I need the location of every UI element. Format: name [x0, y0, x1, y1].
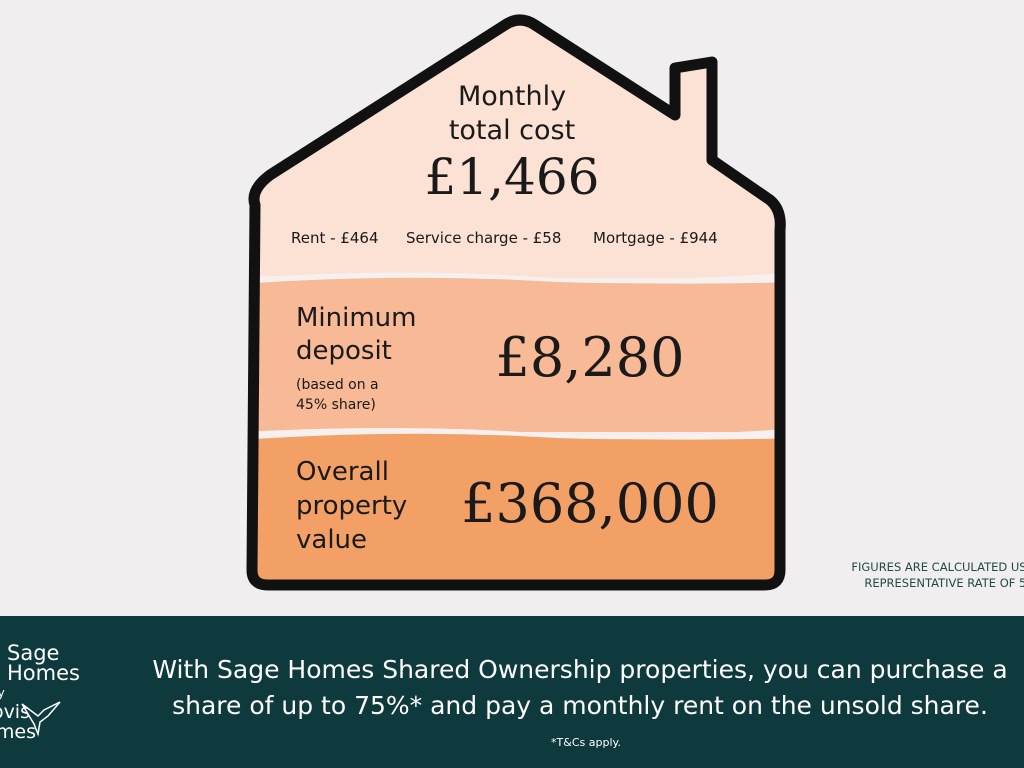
service-charge-amount: Service charge - £58: [406, 229, 562, 247]
monthly-amount: £1,466: [424, 148, 600, 206]
value-title-line1: Overall: [296, 457, 389, 487]
house-outline: [246, 14, 786, 591]
value-title-line2: property: [296, 491, 408, 521]
deposit-note-line1: (based on a: [296, 377, 379, 393]
value-title: Overall property value: [296, 455, 407, 557]
message-line1: With Sage Homes Shared Ownership propert…: [152, 655, 1008, 684]
house-illustration: [246, 14, 786, 591]
shared-ownership-message: With Sage Homes Shared Ownership propert…: [130, 652, 1024, 724]
deposit-amount: £8,280: [495, 326, 685, 389]
tcs-note: *T&Cs apply.: [551, 736, 621, 749]
mortgage-amount: Mortgage - £944: [593, 229, 718, 247]
message-line2: share of up to 75%* and pay a monthly re…: [172, 691, 988, 720]
rent-amount: Rent - £464: [291, 229, 379, 247]
deposit-note-line2: 45% share): [296, 397, 376, 413]
property-value-amount: £368,000: [461, 472, 719, 535]
deposit-title-line1: Minimum: [296, 303, 417, 333]
hummingbird-icon: [21, 701, 61, 737]
sage-homes-logo: Sage Homes: [7, 641, 80, 685]
value-title-line3: value: [296, 525, 368, 555]
figures-note: FIGURES ARE CALCULATED USI REPRESENTATIVE…: [830, 559, 1024, 591]
figures-note-line2: REPRESENTATIVE RATE OF 5.: [864, 576, 1024, 590]
deposit-note: (based on a 45% share): [296, 375, 379, 415]
deposit-title-line2: deposit: [296, 336, 392, 366]
deposit-section-bg: [252, 276, 781, 432]
value-section-bg: [252, 432, 781, 585]
bovis-homes-logo: BovisHomes: [0, 701, 37, 743]
monthly-title-line1: Monthly: [457, 81, 567, 112]
monthly-title: Monthly total cost: [412, 80, 612, 148]
logo-by-text: by: [0, 686, 5, 700]
figures-note-line1: FIGURES ARE CALCULATED USI: [851, 560, 1024, 574]
deposit-title: Minimum deposit: [296, 302, 417, 368]
monthly-title-line2: total cost: [448, 115, 576, 146]
